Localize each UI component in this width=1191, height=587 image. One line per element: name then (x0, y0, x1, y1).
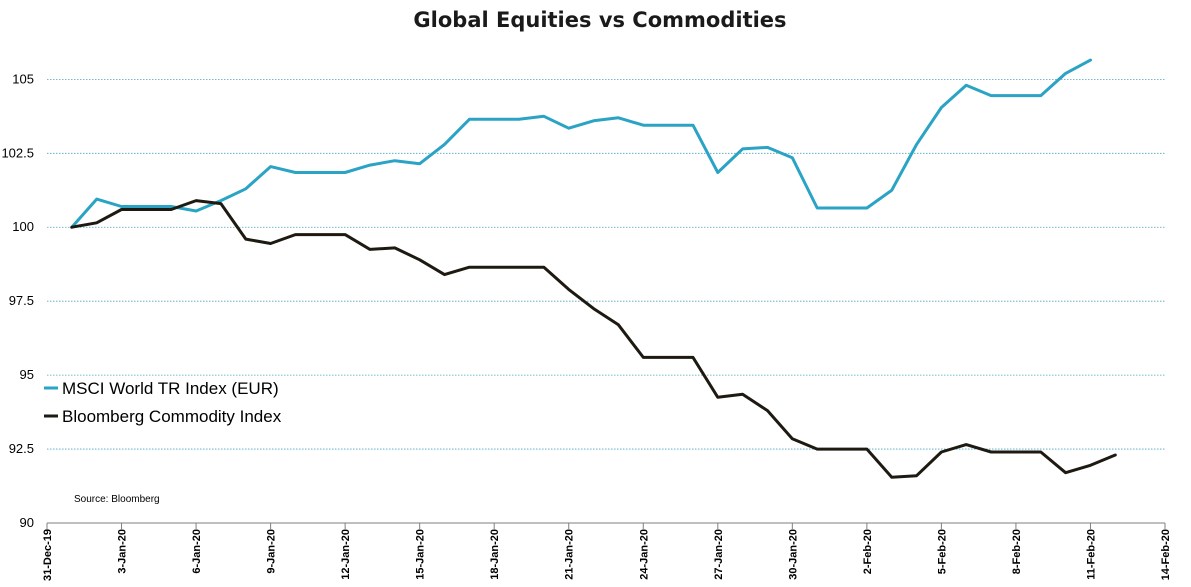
legend-label-1: MSCI World TR Index (EUR) (62, 379, 279, 398)
x-tick-label: 11-Feb-20 (1085, 529, 1097, 580)
x-tick-label: 14-Feb-20 (1160, 529, 1172, 580)
series-line-2 (70, 199, 1117, 479)
y-tick-label: 100 (12, 219, 34, 234)
y-tick-label: 90 (20, 515, 34, 530)
y-tick-label: 95 (20, 367, 34, 382)
y-tick-label: 97.5 (9, 293, 34, 308)
x-tick-label: 2-Feb-20 (862, 529, 874, 574)
legend-label-2: Bloomberg Commodity Index (62, 407, 282, 426)
y-axis: 90 92.5 95 97.5 100 102.5 105 (1, 71, 34, 530)
y-tick-label: 105 (12, 71, 34, 86)
x-tick-label: 27-Jan-20 (713, 529, 725, 580)
x-tick-label: 6-Jan-20 (191, 529, 203, 574)
x-tick-label: 21-Jan-20 (564, 529, 576, 580)
series-layer (70, 58, 1117, 479)
x-tick-label: 15-Jan-20 (415, 529, 427, 580)
x-axis: 31-Dec-19 3-Jan-20 6-Jan-20 9-Jan-20 12-Jan-… (42, 522, 1172, 581)
x-tick-label: 30-Jan-20 (787, 529, 799, 580)
chart-title: Global Equities vs Commodities (413, 8, 786, 32)
x-tick-label: 9-Jan-20 (266, 529, 278, 574)
x-tick-label: 18-Jan-20 (489, 529, 501, 580)
x-tick-label: 31-Dec-19 (42, 529, 54, 581)
source-note: Source: Bloomberg (74, 494, 160, 505)
x-tick-label: 5-Feb-20 (936, 529, 948, 574)
x-tick-label: 12-Jan-20 (340, 529, 352, 580)
legend: MSCI World TR Index (EUR) Bloomberg Commo… (44, 379, 282, 426)
y-tick-label: 92.5 (9, 441, 34, 456)
x-tick-label: 3-Jan-20 (117, 529, 129, 574)
y-tick-label: 102.5 (1, 145, 34, 160)
x-tick-label: 24-Jan-20 (638, 529, 650, 580)
x-tick-label: 8-Feb-20 (1011, 529, 1023, 574)
series-line-1 (70, 58, 1092, 229)
gridlines (47, 78, 1165, 450)
